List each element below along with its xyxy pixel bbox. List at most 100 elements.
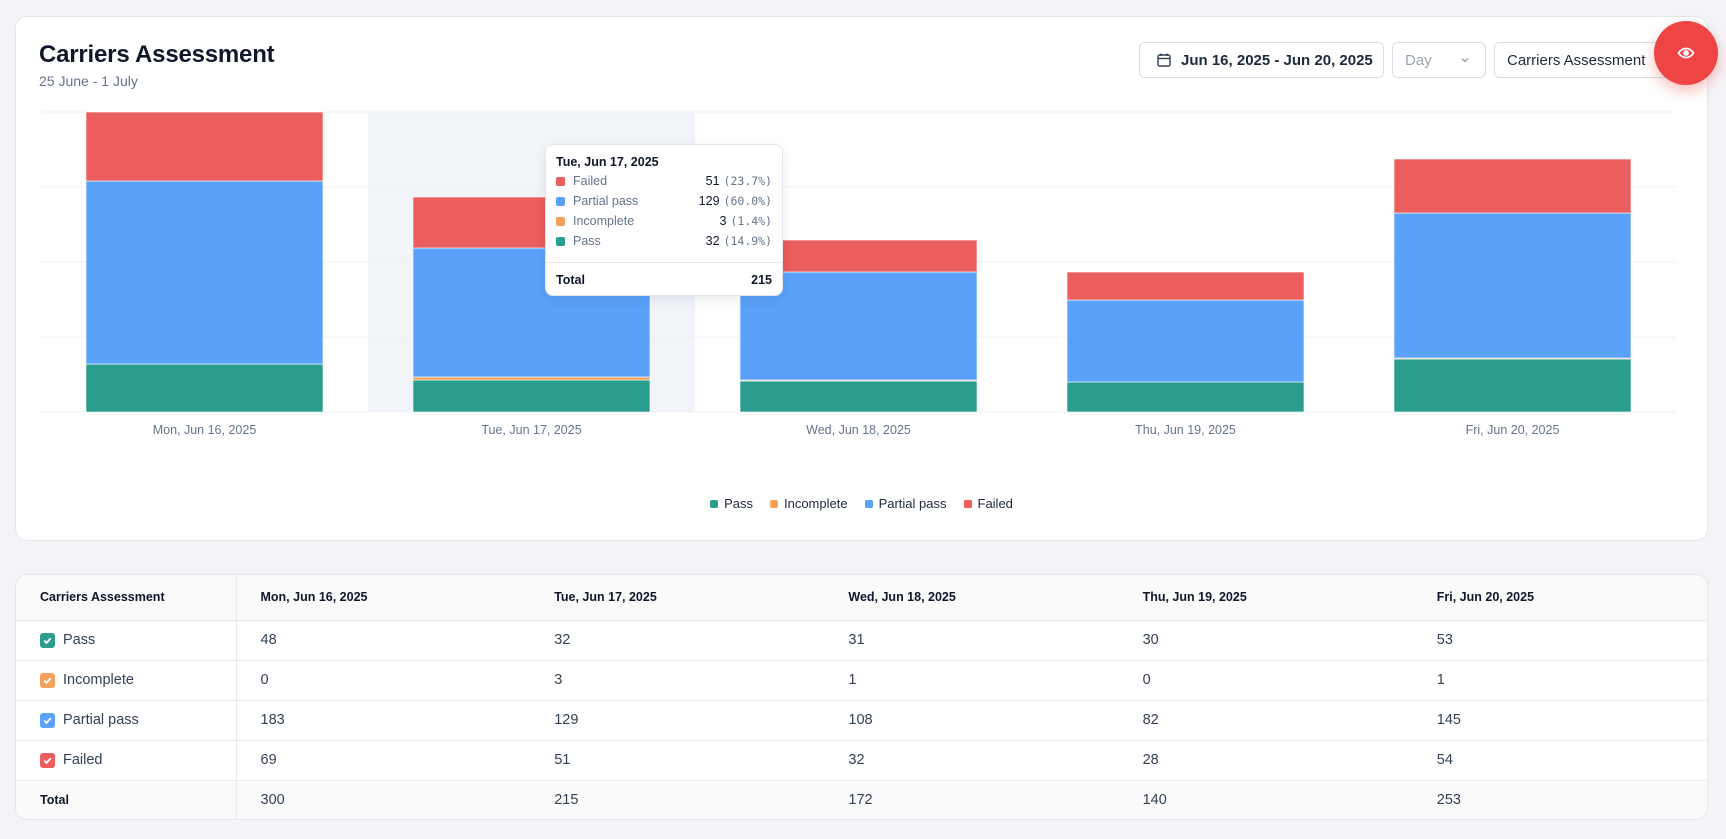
table-total-row: Total 300 215 172 140 253 (16, 780, 1707, 819)
x-tick-label: Wed, Jun 18, 2025 (806, 423, 911, 437)
series-toggle-incomplete[interactable]: Incomplete (40, 672, 236, 688)
page-subtitle: 25 June - 1 July (39, 73, 138, 89)
checkbox-checked-icon[interactable] (40, 752, 55, 768)
table-row-header: Incomplete (16, 660, 237, 701)
x-tick-label: Tue, Jun 17, 2025 (481, 423, 581, 437)
bar-failed (1066, 271, 1305, 301)
chart-legend: Pass Incomplete Partial pass Failed (16, 496, 1707, 511)
bar-pass (412, 379, 651, 413)
eye-icon (1677, 47, 1695, 59)
tooltip-row-value: 51 (705, 174, 720, 188)
tooltip-swatch (556, 236, 565, 246)
table-column-header: Wed, Jun 18, 2025 (824, 575, 1119, 621)
table-column-header: Thu, Jun 19, 2025 (1118, 575, 1413, 621)
table-column-header: Tue, Jun 17, 2025 (530, 575, 825, 621)
table-cell: 0 (1118, 660, 1413, 701)
table-column-header: Fri, Jun 20, 2025 (1412, 575, 1707, 621)
legend-swatch (963, 499, 972, 508)
bar-partial_pass (85, 180, 324, 365)
date-range-picker[interactable]: Jun 16, 2025 - Jun 20, 2025 (1139, 42, 1384, 78)
tooltip-row-label: Failed (573, 174, 608, 188)
table-row-incomplete: Incomplete 0 3 1 0 1 (16, 660, 1707, 701)
legend-label: Failed (977, 496, 1013, 511)
checkbox-checked-icon[interactable] (40, 712, 55, 728)
tooltip-swatch (556, 176, 565, 186)
table-row-failed: Failed 69 51 32 28 54 (16, 740, 1707, 781)
table-cell: 32 (530, 620, 825, 661)
legend-label: Pass (724, 496, 753, 511)
tooltip-divider (546, 262, 782, 263)
checkbox-checked-icon[interactable] (40, 632, 55, 648)
calendar-icon (1157, 53, 1171, 67)
table-cell: 0 (236, 660, 531, 701)
series-label: Failed (63, 752, 103, 768)
tooltip-row-value: 129 (698, 194, 720, 208)
period-select[interactable]: Day (1392, 42, 1486, 78)
data-table-card: Carriers Assessment Mon, Jun 16, 2025 Tue… (15, 574, 1708, 820)
table-total-cell: 215 (530, 780, 825, 819)
tooltip-total: Total 215 (556, 273, 772, 287)
table-cell: 69 (236, 740, 531, 781)
chart-tooltip: Tue, Jun 17, 2025 Failed 51 (23.7%) Partial… (545, 144, 783, 296)
legend-swatch (864, 499, 873, 508)
table-row-pass: Pass 48 32 31 30 53 (16, 620, 1707, 661)
tooltip-row-value: 32 (705, 234, 720, 248)
bar-pass (85, 363, 324, 413)
table-cell: 30 (1118, 620, 1413, 661)
legend-swatch (769, 499, 778, 508)
legend-item-failed[interactable]: Failed (963, 496, 1013, 511)
tooltip-total-value: 215 (751, 273, 772, 287)
table-cell: 183 (236, 700, 531, 741)
bar-pass (739, 380, 978, 413)
table-total-cell: 253 (1412, 780, 1707, 819)
preview-button[interactable] (1654, 21, 1718, 85)
period-select-value: Day (1405, 51, 1432, 69)
chevron-down-icon (1461, 57, 1469, 63)
series-toggle-partial_pass[interactable]: Partial pass (40, 712, 236, 728)
table-cell: 51 (530, 740, 825, 781)
table-cell: 1 (824, 660, 1119, 701)
legend-item-partial_pass[interactable]: Partial pass (864, 496, 947, 511)
legend-swatch (710, 499, 719, 508)
series-toggle-failed[interactable]: Failed (40, 752, 236, 768)
tooltip-swatch (556, 196, 565, 206)
table-row-header: Failed (16, 740, 237, 781)
tooltip-row-percent: (14.9%) (723, 234, 772, 248)
bar-failed (1393, 158, 1632, 214)
table-cell: 54 (1412, 740, 1707, 781)
data-table: Carriers Assessment Mon, Jun 16, 2025 Tue… (16, 575, 1707, 819)
tooltip-row-incomplete: Incomplete 3 (1.4%) (556, 213, 772, 229)
checkbox-checked-icon[interactable] (40, 672, 55, 688)
legend-label: Incomplete (783, 496, 848, 511)
bar-incomplete (412, 376, 651, 381)
table-cell: 129 (530, 700, 825, 741)
table-cell: 145 (1412, 700, 1707, 741)
series-toggle-pass[interactable]: Pass (40, 632, 236, 648)
table-total-cell: 172 (824, 780, 1119, 819)
tooltip-row-percent: (1.4%) (730, 214, 772, 228)
page-title: Carriers Assessment (39, 41, 275, 68)
legend-item-pass[interactable]: Pass (710, 496, 753, 511)
table-cell: 82 (1118, 700, 1413, 741)
table-total-cell: 300 (236, 780, 531, 819)
table-total-label: Total (16, 780, 237, 819)
table-cell: 48 (236, 620, 531, 661)
table-row-header: Partial pass (16, 700, 237, 741)
table-column-header: Mon, Jun 16, 2025 (236, 575, 531, 621)
table-cell: 3 (530, 660, 825, 701)
x-tick-label: Fri, Jun 20, 2025 (1466, 423, 1560, 437)
tooltip-total-label: Total (556, 273, 585, 287)
table-row-header: Pass (16, 620, 237, 661)
tooltip-swatch (556, 216, 565, 226)
table-cell: 31 (824, 620, 1119, 661)
tooltip-row-percent: (60.0%) (723, 194, 772, 208)
tooltip-row-label: Incomplete (573, 214, 635, 228)
bar-partial_pass (1393, 212, 1632, 359)
legend-item-incomplete[interactable]: Incomplete (769, 496, 848, 511)
table-header-row: Carriers Assessment Mon, Jun 16, 2025 Tue… (16, 575, 1707, 621)
table-total-cell: 140 (1118, 780, 1413, 819)
bar-pass (1393, 358, 1632, 413)
table-row-partial_pass: Partial pass 183 129 108 82 145 (16, 700, 1707, 741)
x-tick-label: Thu, Jun 19, 2025 (1135, 423, 1236, 437)
stacked-bar-chart: Mon, Jun 16, 2025 Tue, Jun 17, 2025 Wed, J… (41, 111, 1676, 437)
